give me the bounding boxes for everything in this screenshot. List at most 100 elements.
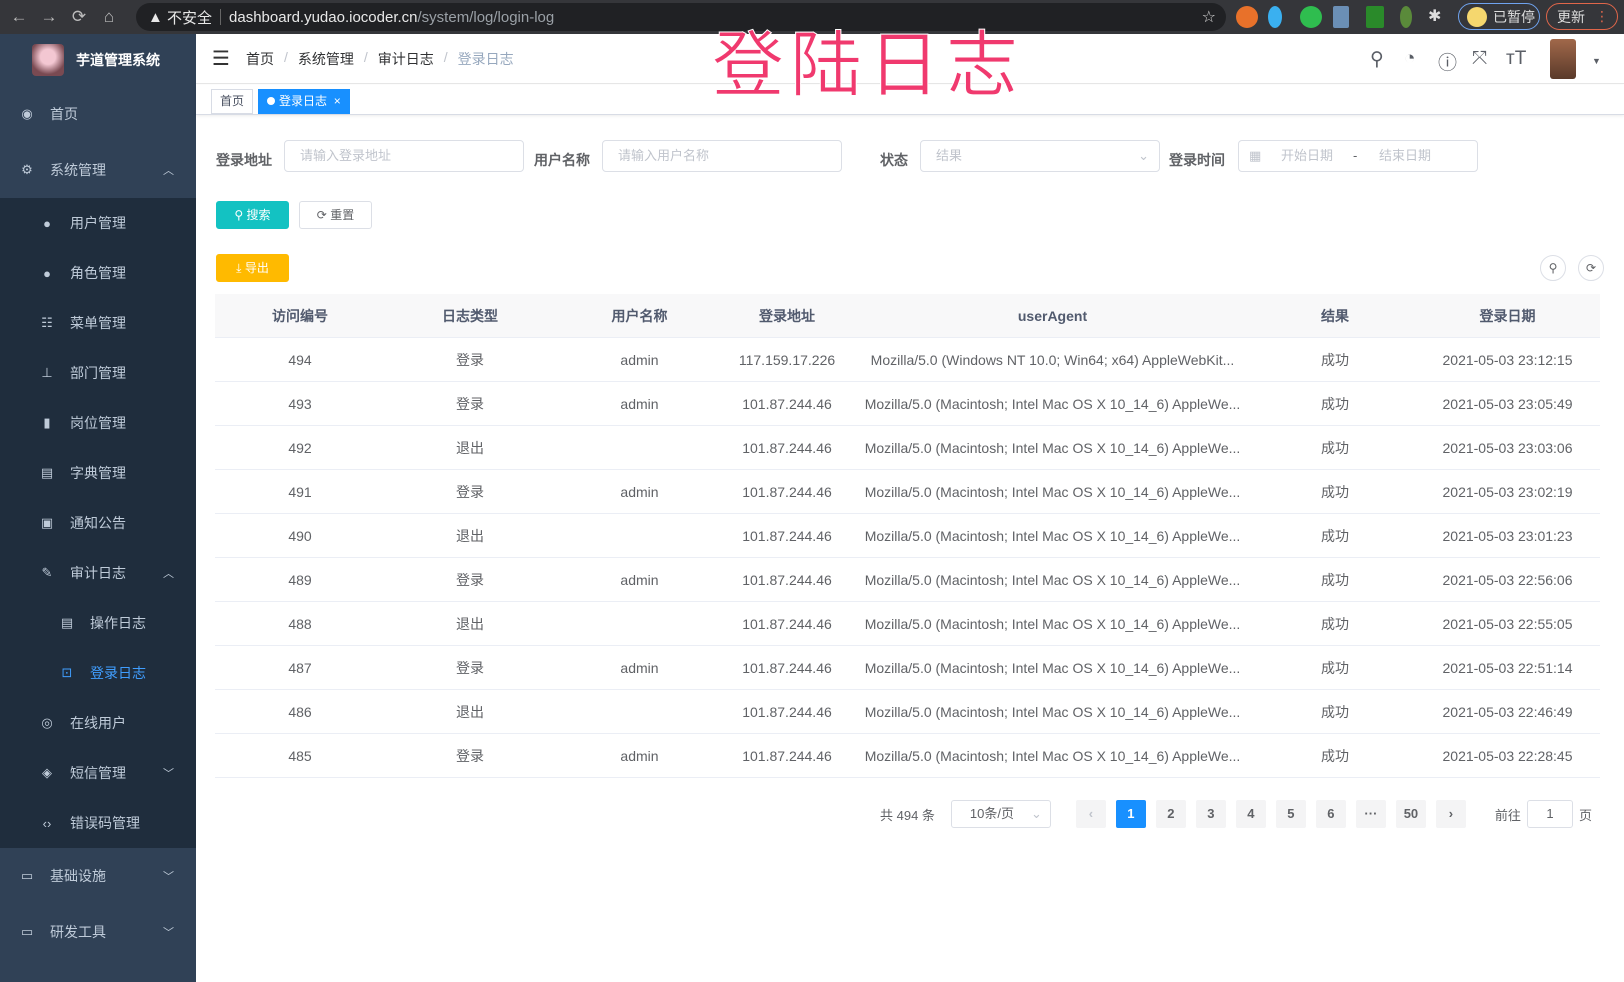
hamburger-icon[interactable]: ☰: [212, 48, 230, 70]
reload-icon[interactable]: ⟳: [71, 7, 87, 26]
page-button[interactable]: 50: [1395, 800, 1426, 828]
help-icon[interactable]: ⓘ: [1438, 53, 1458, 74]
page-size-select[interactable]: 10条/页 ⌄: [950, 800, 1051, 828]
table-row[interactable]: 485 登录 admin 101.87.244.46 Mozilla/5.0 (Maci…: [215, 734, 1600, 778]
date-range-picker[interactable]: ▦ 开始日期 - 结束日期: [1238, 140, 1478, 172]
breadcrumb-item[interactable]: 审计日志: [377, 50, 434, 67]
github-icon[interactable]: ◔: [1404, 48, 1416, 69]
chevron-up-icon: ︿: [163, 165, 174, 177]
page-button[interactable]: ···: [1355, 800, 1386, 828]
extension-icon[interactable]: [1300, 6, 1322, 28]
username-input[interactable]: 请输入用户名称: [602, 140, 842, 172]
page-button[interactable]: 6: [1315, 800, 1346, 828]
end-date[interactable]: 结束日期: [1379, 148, 1432, 163]
page-button[interactable]: 2: [1155, 800, 1186, 828]
table-cell: 493: [288, 395, 312, 412]
sidebar-item-error-code[interactable]: ‹› 错误码管理: [0, 798, 196, 848]
address-bar[interactable]: ▲ 不安全 dashboard.yudao.iocoder.cn/system/…: [136, 3, 1226, 31]
start-date[interactable]: 开始日期: [1281, 148, 1334, 163]
sidebar-logo[interactable]: 芋道管理系统: [0, 34, 196, 86]
export-button[interactable]: ⤓ 导出: [216, 254, 289, 282]
login-address-input[interactable]: 请输入登录地址: [284, 140, 524, 172]
breadcrumb-item[interactable]: 首页: [246, 50, 274, 67]
search-icon[interactable]: ⚲: [1370, 49, 1384, 70]
sidebar-item-system[interactable]: ⚙ 系统管理 ︿: [0, 142, 196, 198]
table-row[interactable]: 491 登录 admin 101.87.244.46 Mozilla/5.0 (Maci…: [215, 470, 1600, 514]
goto-page-input[interactable]: 1: [1526, 800, 1573, 828]
table-row[interactable]: 489 登录 admin 101.87.244.46 Mozilla/5.0 (Maci…: [215, 558, 1600, 602]
extension-icon[interactable]: [1333, 6, 1349, 28]
page-button[interactable]: 5: [1275, 800, 1306, 828]
back-icon[interactable]: ←: [10, 7, 28, 26]
sidebar-item-operate-log[interactable]: ▤ 操作日志: [0, 598, 196, 648]
table-cell: 117.159.17.226: [738, 351, 836, 368]
sidebar-item-login-log[interactable]: ⊡ 登录日志: [0, 648, 196, 698]
search-button[interactable]: ⚲ 搜索: [216, 201, 289, 229]
fullscreen-icon[interactable]: ⤧: [1472, 48, 1488, 69]
sidebar-item-dict[interactable]: ▤ 字典管理: [0, 448, 196, 498]
table-row[interactable]: 494 登录 admin 117.159.17.226 Mozilla/5.0 (Win…: [215, 338, 1600, 382]
chevron-down-icon: ⌄: [1031, 806, 1042, 821]
sidebar-item-notice[interactable]: ▣ 通知公告: [0, 498, 196, 548]
table-row[interactable]: 492 退出 101.87.244.46 Mozilla/5.0 (Macintosh…: [215, 426, 1600, 470]
table-row[interactable]: 493 登录 admin 101.87.244.46 Mozilla/5.0 (Maci…: [215, 382, 1600, 426]
extension-icon[interactable]: [1268, 6, 1282, 28]
sidebar-item-post[interactable]: ▮ 岗位管理: [0, 398, 196, 448]
table-cell: 登录: [456, 483, 484, 500]
table-cell: Mozilla/5.0 (Macintosh; Intel Mac OS X 1…: [864, 659, 1241, 676]
message-icon: ▣: [40, 515, 54, 530]
bookmark-star-icon[interactable]: ☆: [1201, 9, 1216, 26]
home-icon[interactable]: ⌂: [103, 7, 115, 26]
sidebar-item-home[interactable]: ◉ 首页: [0, 86, 196, 142]
status-select[interactable]: 结果 ⌄: [920, 140, 1160, 172]
page-button[interactable]: 3: [1195, 800, 1226, 828]
sidebar-item-dept[interactable]: ⊥ 部门管理: [0, 348, 196, 398]
font-size-icon[interactable]: ᴛT: [1506, 48, 1527, 69]
sidebar-item-user[interactable]: ● 用户管理: [0, 198, 196, 248]
goto-label: 前往: [1494, 807, 1521, 823]
tag-login-log[interactable]: 登录日志 ×: [258, 89, 350, 114]
caret-down-icon[interactable]: ▼: [1592, 56, 1601, 66]
extension-icon[interactable]: [1366, 6, 1384, 28]
breadcrumb-item[interactable]: 系统管理: [297, 50, 354, 67]
table-cell: admin: [620, 659, 659, 676]
prev-page-button[interactable]: ‹: [1075, 800, 1106, 828]
puzzle-icon[interactable]: ✱: [1428, 8, 1442, 25]
sidebar-item-menu[interactable]: ☷ 菜单管理: [0, 298, 196, 348]
page-button[interactable]: 1: [1115, 800, 1146, 828]
profile-button[interactable]: 已暂停: [1458, 3, 1540, 30]
table-cell: 成功: [1321, 395, 1349, 412]
active-dot: [267, 97, 275, 105]
sidebar-item-role[interactable]: ● 角色管理: [0, 248, 196, 298]
log-icon: ✎: [41, 565, 53, 580]
forward-icon[interactable]: →: [40, 7, 58, 26]
table-row[interactable]: 487 登录 admin 101.87.244.46 Mozilla/5.0 (Maci…: [215, 646, 1600, 690]
table-cell: 2021-05-03 23:05:49: [1442, 395, 1573, 412]
extension-icon[interactable]: [1400, 6, 1412, 28]
close-icon[interactable]: ×: [333, 94, 341, 108]
sidebar-item-sms[interactable]: ◈ 短信管理 ﹀: [0, 748, 196, 798]
column-header: 登录地址: [759, 307, 815, 324]
table-row[interactable]: 490 退出 101.87.244.46 Mozilla/5.0 (Macintosh…: [215, 514, 1600, 558]
reset-button[interactable]: ⟳ 重置: [299, 201, 372, 229]
next-page-button[interactable]: ›: [1435, 800, 1466, 828]
avatar[interactable]: [1550, 39, 1576, 79]
table-row[interactable]: 488 退出 101.87.244.46 Mozilla/5.0 (Macintosh…: [215, 602, 1600, 646]
table-cell: 2021-05-03 23:12:15: [1442, 351, 1573, 368]
sidebar-item-audit-log[interactable]: ✎ 审计日志 ︿: [0, 548, 196, 598]
sidebar-item-online[interactable]: ◎ 在线用户: [0, 698, 196, 748]
refresh-icon[interactable]: ⟳: [1578, 255, 1604, 281]
tag-home[interactable]: 首页: [211, 89, 254, 114]
sidebar-item-infra[interactable]: ▭ 基础设施 ﹀: [0, 848, 196, 904]
profile-avatar: [1467, 6, 1487, 27]
form-icon: ▤: [60, 615, 74, 630]
page-button[interactable]: 4: [1235, 800, 1266, 828]
table-cell: 488: [288, 615, 312, 632]
table-row[interactable]: 486 退出 101.87.244.46 Mozilla/5.0 (Macintosh…: [215, 690, 1600, 734]
update-button[interactable]: 更新 ⋮: [1546, 3, 1618, 30]
toggle-search-icon[interactable]: ⚲: [1540, 255, 1566, 281]
extension-icon[interactable]: [1236, 6, 1258, 28]
breadcrumb: 首页 / 系统管理 / 审计日志 / 登录日志: [246, 48, 514, 67]
sidebar-item-tool[interactable]: ▭ 研发工具 ﹀: [0, 904, 196, 960]
logo-image: [32, 44, 64, 76]
